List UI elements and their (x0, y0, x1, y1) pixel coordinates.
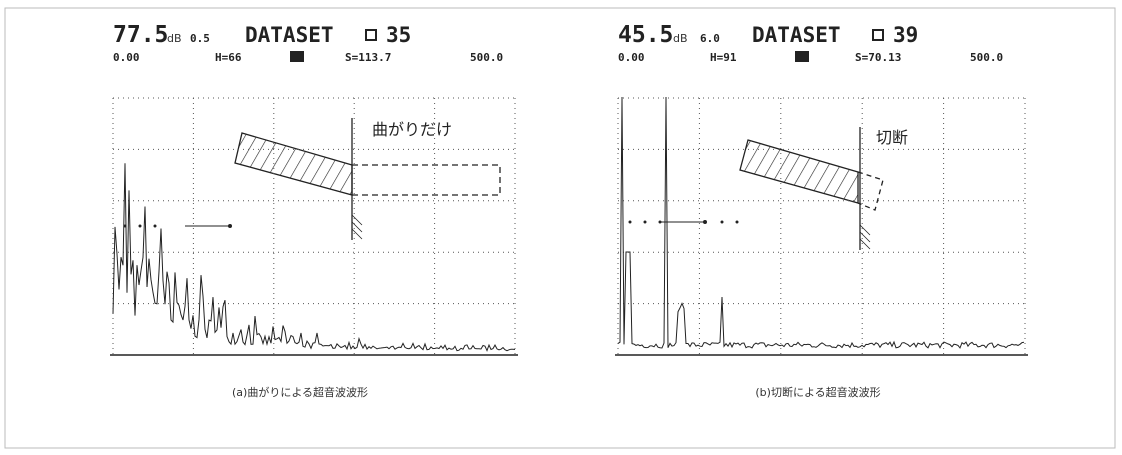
cursor-dot (703, 220, 707, 224)
dataset-number: 35 (386, 23, 411, 47)
caption: (b)切断による超音波波形 (755, 385, 880, 399)
cursor-dot (721, 221, 724, 224)
diagram-a (235, 118, 500, 240)
end: 500.0 (470, 51, 503, 64)
figure: 77.5dB0.5DATASET350.00H=66S=113.7500.0曲が… (0, 0, 1122, 455)
end: 500.0 (970, 51, 1003, 64)
dataset-icon (873, 30, 883, 40)
cursor-dot (629, 221, 632, 224)
start: 0.00 (618, 51, 645, 64)
gain: 77.5 (113, 22, 168, 48)
distance: S=113.7 (345, 51, 391, 64)
channel-icon (795, 51, 809, 62)
gain-unit: dB (167, 32, 182, 45)
cursor-dot (228, 224, 232, 228)
range-setting: 6.0 (700, 32, 720, 45)
cursor-dot (139, 225, 142, 228)
channel-icon (290, 51, 304, 62)
height: H=66 (215, 51, 242, 64)
annotation: 切断 (876, 128, 908, 147)
waveform (113, 163, 515, 351)
distance: S=70.13 (855, 51, 901, 64)
diagram-b (740, 127, 883, 250)
cursor-dot (154, 225, 157, 228)
frame (5, 8, 1115, 448)
range-setting: 0.5 (190, 32, 210, 45)
dataset-label: DATASET (752, 23, 841, 47)
dataset-number: 39 (893, 23, 918, 47)
height: H=91 (710, 51, 737, 64)
gain-unit: dB (673, 32, 688, 45)
annotation: 曲がりだけ (372, 120, 452, 139)
caption: (a)曲がりによる超音波波形 (232, 385, 368, 399)
start: 0.00 (113, 51, 140, 64)
dataset-icon (366, 30, 376, 40)
dataset-label: DATASET (245, 23, 334, 47)
cursor-dot (736, 221, 739, 224)
gain: 45.5 (618, 22, 673, 48)
cursor-dot (644, 221, 647, 224)
